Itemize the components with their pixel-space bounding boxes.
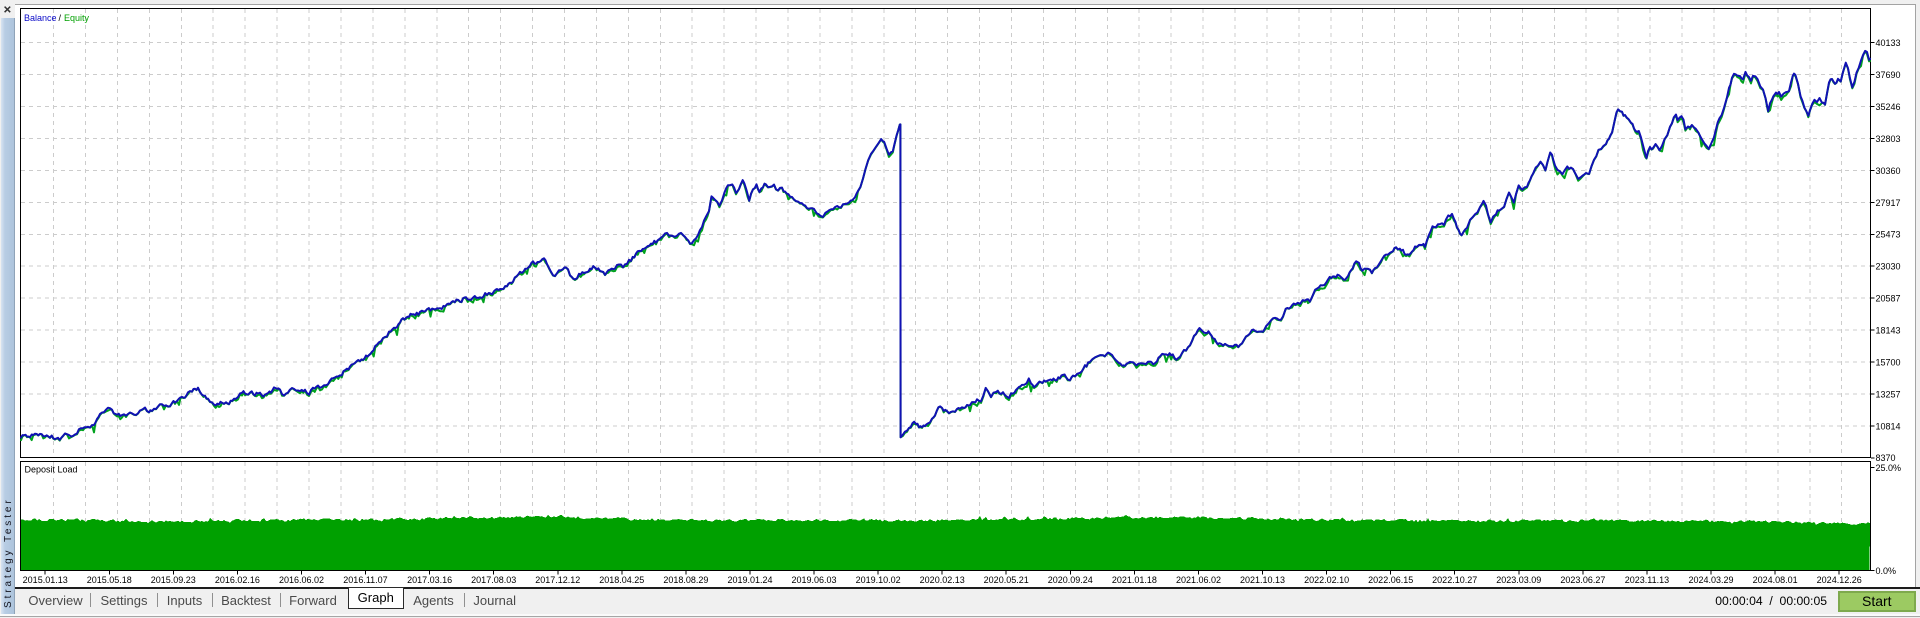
svg-text:20587: 20587 <box>1876 294 1901 304</box>
svg-text:Deposit Load: Deposit Load <box>25 465 78 475</box>
svg-text:8370: 8370 <box>1876 453 1896 463</box>
svg-text:Balance: Balance <box>24 13 57 23</box>
svg-text:18143: 18143 <box>1876 326 1901 336</box>
svg-text:2020.09.24: 2020.09.24 <box>1048 575 1093 585</box>
svg-text:25.0%: 25.0% <box>1876 463 1902 473</box>
svg-text:2024.03.29: 2024.03.29 <box>1688 575 1733 585</box>
svg-text:2021.06.02: 2021.06.02 <box>1176 575 1221 585</box>
svg-text:35246: 35246 <box>1876 102 1901 112</box>
svg-text:2015.01.13: 2015.01.13 <box>23 575 68 585</box>
svg-text:2018.04.25: 2018.04.25 <box>599 575 644 585</box>
svg-text:2023.06.27: 2023.06.27 <box>1560 575 1605 585</box>
svg-text:2020.02.13: 2020.02.13 <box>920 575 965 585</box>
svg-text:2016.02.16: 2016.02.16 <box>215 575 260 585</box>
svg-text:37690: 37690 <box>1876 70 1901 80</box>
svg-text:2020.05.21: 2020.05.21 <box>984 575 1029 585</box>
svg-text:2015.05.18: 2015.05.18 <box>87 575 132 585</box>
svg-text:2017.08.03: 2017.08.03 <box>471 575 516 585</box>
svg-text:/: / <box>59 13 62 23</box>
svg-text:23030: 23030 <box>1876 262 1901 272</box>
svg-text:30360: 30360 <box>1876 166 1901 176</box>
svg-text:2015.09.23: 2015.09.23 <box>151 575 196 585</box>
svg-text:25473: 25473 <box>1876 230 1901 240</box>
svg-text:2016.11.07: 2016.11.07 <box>343 575 387 585</box>
svg-text:2016.06.02: 2016.06.02 <box>279 575 324 585</box>
svg-text:2024.12.26: 2024.12.26 <box>1817 575 1862 585</box>
svg-text:40133: 40133 <box>1876 38 1901 48</box>
svg-text:2019.01.24: 2019.01.24 <box>727 575 772 585</box>
svg-text:2021.10.13: 2021.10.13 <box>1240 575 1285 585</box>
svg-text:2019.10.02: 2019.10.02 <box>856 575 901 585</box>
svg-text:2022.10.27: 2022.10.27 <box>1432 575 1477 585</box>
svg-text:2021.01.18: 2021.01.18 <box>1112 575 1157 585</box>
svg-text:32803: 32803 <box>1876 134 1901 144</box>
svg-text:2018.08.29: 2018.08.29 <box>663 575 708 585</box>
svg-text:13257: 13257 <box>1876 389 1901 399</box>
svg-text:Equity: Equity <box>64 13 90 23</box>
svg-text:2023.03.09: 2023.03.09 <box>1496 575 1541 585</box>
svg-text:2022.02.10: 2022.02.10 <box>1304 575 1349 585</box>
svg-text:Strategy Tester: Strategy Tester <box>3 497 14 608</box>
svg-text:2022.06.15: 2022.06.15 <box>1368 575 1413 585</box>
svg-text:27917: 27917 <box>1876 198 1901 208</box>
svg-text:10814: 10814 <box>1876 421 1901 431</box>
svg-text:2017.03.16: 2017.03.16 <box>407 575 452 585</box>
svg-text:0.0%: 0.0% <box>1876 566 1897 576</box>
svg-text:2023.11.13: 2023.11.13 <box>1625 575 1669 585</box>
svg-text:2017.12.12: 2017.12.12 <box>535 575 580 585</box>
svg-text:15700: 15700 <box>1876 357 1901 367</box>
svg-text:2019.06.03: 2019.06.03 <box>791 575 836 585</box>
svg-text:2024.08.01: 2024.08.01 <box>1753 575 1798 585</box>
